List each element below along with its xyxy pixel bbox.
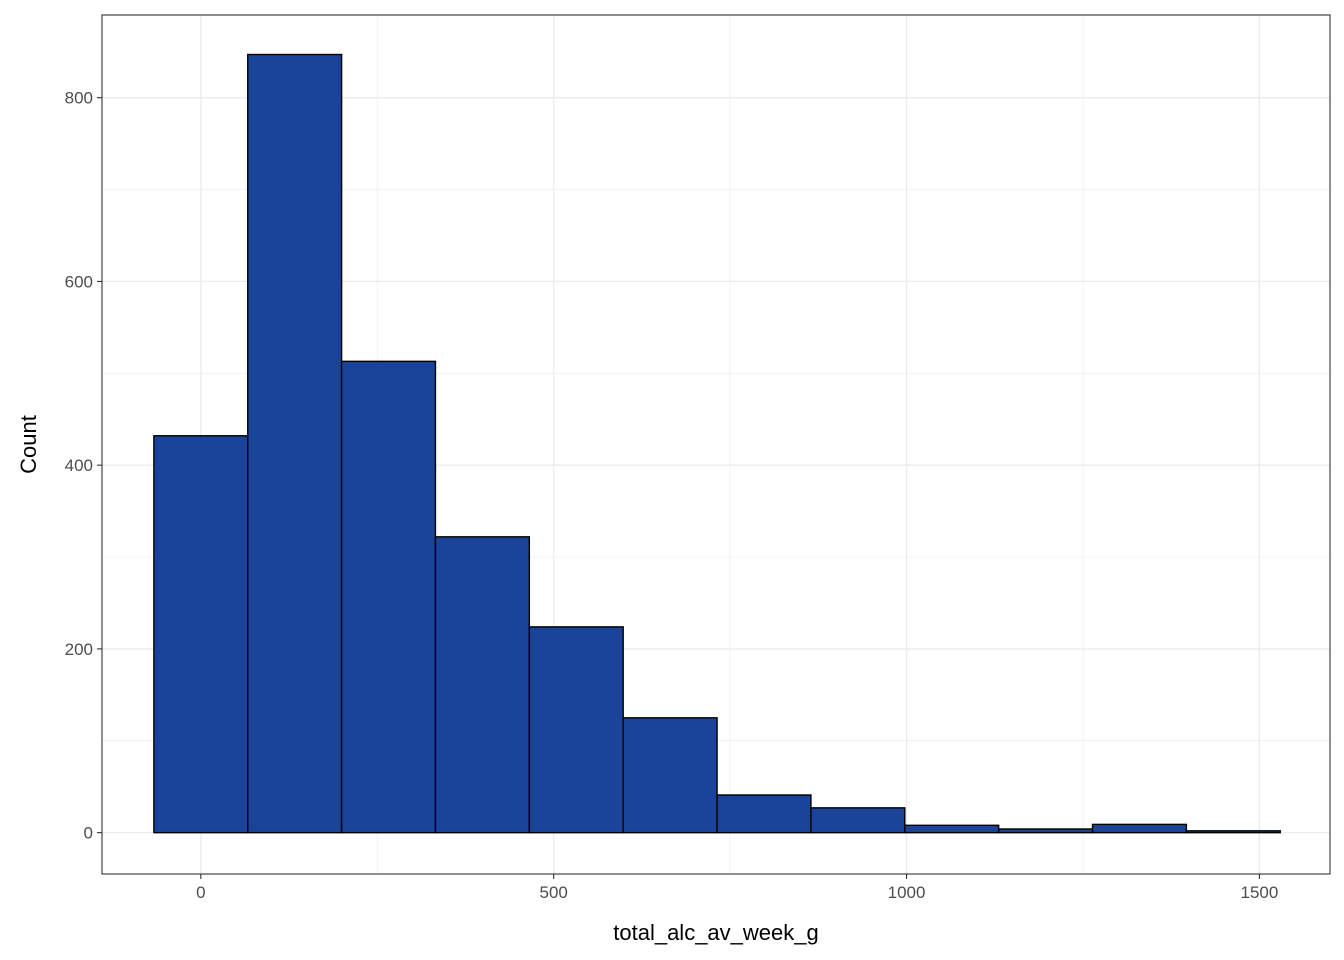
histogram-bar <box>622 717 718 834</box>
histogram-bar <box>153 435 249 834</box>
histogram-bar <box>247 53 343 834</box>
histogram-bar <box>904 824 1000 834</box>
x-tick-label: 0 <box>196 883 205 902</box>
histogram-bar <box>340 360 437 834</box>
y-tick-label: 200 <box>65 640 93 659</box>
y-axis-title: Count <box>16 415 41 474</box>
histogram-bar <box>1185 830 1281 834</box>
y-tick-label: 600 <box>65 272 93 291</box>
histogram-bar <box>1091 823 1188 834</box>
histogram-bar <box>810 807 906 834</box>
x-tick-label: 1000 <box>888 883 926 902</box>
x-tick-label: 1500 <box>1241 883 1279 902</box>
plot-panel-border <box>101 14 1331 875</box>
y-tick-label: 0 <box>84 824 93 843</box>
histogram-bar <box>528 626 624 834</box>
histogram-bar <box>716 794 812 834</box>
x-axis-title: total_alc_av_week_g <box>613 920 818 945</box>
x-tick-label: 500 <box>539 883 567 902</box>
histogram-bar <box>434 536 531 834</box>
y-axis: 0 200 400 600 800 <box>65 89 102 843</box>
histogram-bar <box>997 828 1094 834</box>
histogram-bars <box>153 53 1281 834</box>
x-axis: 0 500 1000 1500 <box>196 874 1278 902</box>
y-tick-label: 400 <box>65 456 93 475</box>
y-tick-label: 800 <box>65 89 93 108</box>
